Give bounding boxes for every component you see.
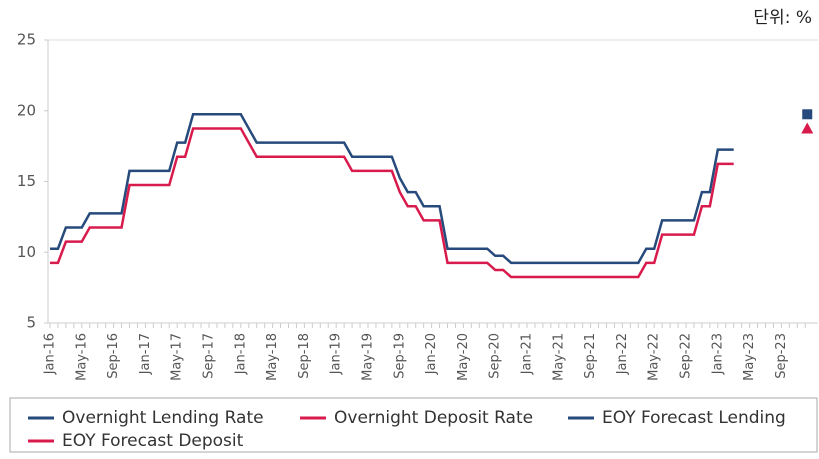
forecast-marker xyxy=(802,109,813,120)
legend-label: Overnight Lending Rate xyxy=(62,408,264,428)
x-tick-label: Jan-23 xyxy=(710,333,725,375)
x-tick-label: Jan-17 xyxy=(138,333,153,375)
legend-label: EOY Forecast Lending xyxy=(602,408,786,428)
x-tick-label: May-17 xyxy=(170,333,185,381)
x-tick-label: May-23 xyxy=(742,333,757,381)
x-tick-label: Sep-21 xyxy=(583,333,598,379)
x-tick-label: May-16 xyxy=(74,333,89,381)
x-tick-label: May-19 xyxy=(361,333,376,381)
forecast-marker xyxy=(801,122,814,134)
x-tick-label: Sep-18 xyxy=(297,333,312,379)
y-tick-label: 25 xyxy=(17,31,36,49)
series-line xyxy=(50,127,734,279)
legend-box xyxy=(9,397,818,453)
x-tick-label: Jan-22 xyxy=(615,333,630,375)
x-tick-label: Jan-16 xyxy=(43,333,58,375)
x-tick-label: Sep-17 xyxy=(202,333,217,379)
x-tick-label: May-20 xyxy=(456,333,471,381)
x-tick-label: Sep-20 xyxy=(488,333,503,379)
x-tick-label: Jan-19 xyxy=(329,333,344,375)
y-tick-label: 5 xyxy=(26,314,36,332)
x-tick-label: Sep-16 xyxy=(106,333,121,379)
series-line xyxy=(50,113,734,265)
legend-label: EOY Forecast Deposit xyxy=(62,431,244,451)
x-tick-label: Sep-19 xyxy=(392,333,407,379)
x-tick-label: Jan-18 xyxy=(233,333,248,375)
x-tick-label: May-21 xyxy=(551,333,566,381)
x-tick-label: Sep-23 xyxy=(774,333,789,379)
y-tick-label: 20 xyxy=(17,101,36,119)
x-tick-label: Jan-21 xyxy=(520,333,535,375)
y-tick-label: 10 xyxy=(17,243,36,261)
y-tick-label: 15 xyxy=(17,172,36,190)
x-tick-label: May-22 xyxy=(647,333,662,381)
x-tick-label: Sep-22 xyxy=(679,333,694,379)
legend-label: Overnight Deposit Rate xyxy=(334,408,533,428)
unit-note: 단위: % xyxy=(753,8,812,28)
x-tick-label: May-18 xyxy=(265,333,280,381)
x-tick-label: Jan-20 xyxy=(424,333,439,375)
